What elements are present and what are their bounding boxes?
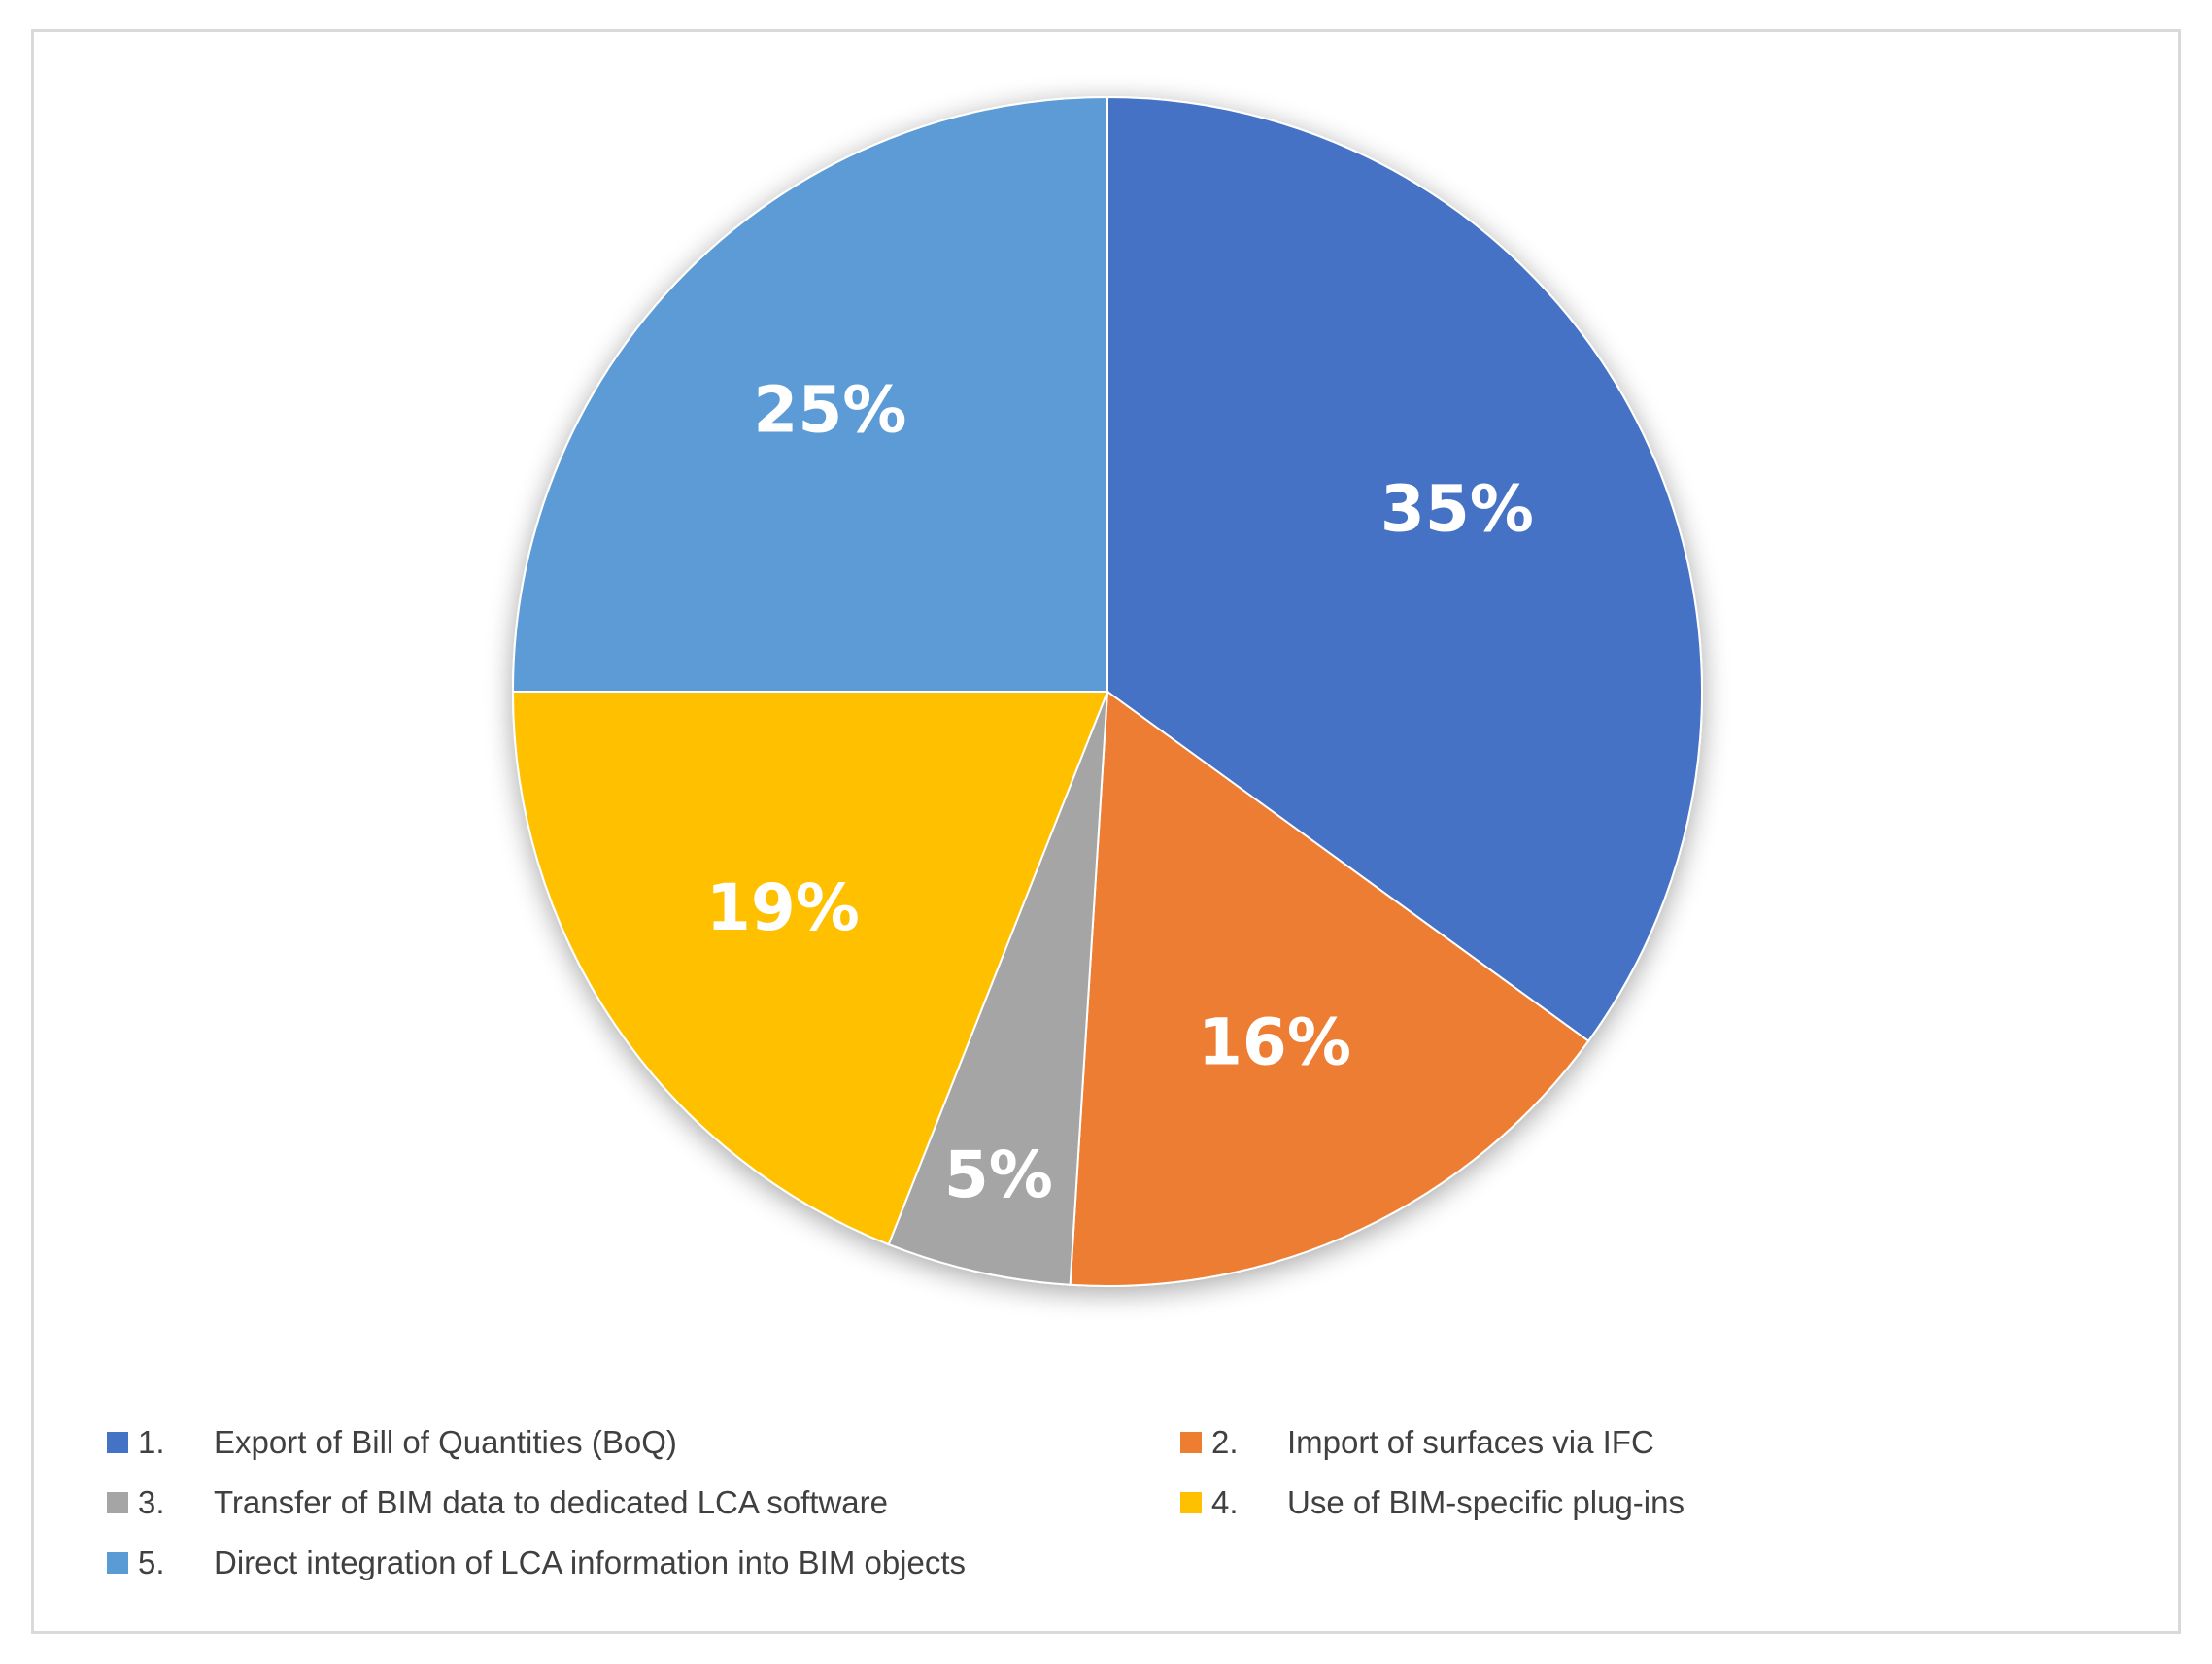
legend-item-3: 3. Transfer of BIM data to dedicated LCA… [107, 1478, 888, 1527]
legend-swatch-4 [1180, 1492, 1202, 1513]
pie-slice-5 [511, 95, 1108, 693]
legend-item-4: 4. Use of BIM-specific plug-ins [1180, 1478, 1685, 1527]
legend-label: Use of BIM-specific plug-ins [1287, 1484, 1685, 1520]
data-label-5: 25% [753, 372, 906, 447]
legend-label: Export of Bill of Quantities (BoQ) [214, 1424, 677, 1460]
pie-slice-4 [511, 691, 1109, 1246]
legend-number: 5. [138, 1545, 165, 1580]
data-label-1: 35% [1380, 472, 1534, 547]
pie-slice-3 [887, 691, 1108, 1286]
legend-item-5: 5. Direct integration of LCA information… [107, 1539, 966, 1587]
data-label-4: 19% [706, 870, 860, 945]
legend-label: Direct integration of LCA information in… [214, 1545, 967, 1580]
legend-swatch-1 [107, 1432, 128, 1453]
data-label-2: 16% [1198, 1005, 1351, 1080]
legend: 1. Export of Bill of Quantities (BoQ) 2.… [107, 1418, 2147, 1613]
legend-swatch-5 [107, 1552, 128, 1574]
legend-label: Transfer of BIM data to dedicated LCA so… [214, 1484, 888, 1520]
legend-swatch-3 [107, 1492, 128, 1513]
legend-number: 4. [1211, 1484, 1239, 1520]
legend-number: 1. [138, 1424, 165, 1460]
pie-slice-1 [1106, 95, 1703, 1043]
pie-slice-2 [1069, 690, 1590, 1287]
legend-swatch-2 [1180, 1432, 1202, 1453]
legend-item-2: 2. Import of surfaces via IFC [1180, 1418, 1654, 1467]
legend-item-1: 1. Export of Bill of Quantities (BoQ) [107, 1418, 677, 1467]
legend-number: 2. [1211, 1424, 1239, 1460]
pie-data-labels: 35% 16% 5% 19% 25% [706, 372, 1534, 1211]
legend-number: 3. [138, 1484, 165, 1520]
pie-slices [511, 95, 1703, 1287]
data-label-3: 5% [944, 1138, 1053, 1212]
legend-label: Import of surfaces via IFC [1287, 1424, 1654, 1460]
